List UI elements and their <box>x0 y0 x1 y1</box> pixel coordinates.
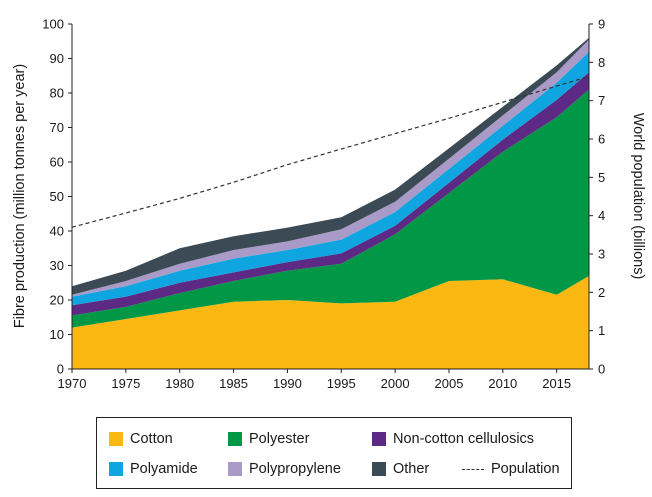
y-tick-label: 70 <box>50 120 64 135</box>
area-polyester <box>72 89 589 328</box>
y-tick-label: 0 <box>57 362 64 377</box>
y-axis-ticks: 0 10 20 30 40 50 60 70 80 90 100 <box>42 17 72 377</box>
y2-tick-label: 1 <box>598 323 605 338</box>
legend-label: Polypropylene <box>249 461 341 477</box>
area-cotton <box>72 275 589 369</box>
x-tick-label: 2000 <box>381 376 410 391</box>
stacked-areas <box>72 37 589 369</box>
y-tick-label: 50 <box>50 189 64 204</box>
legend-swatch-other <box>372 462 386 476</box>
x-tick-label: 2005 <box>435 376 464 391</box>
legend-label: Non-cotton cellulosics <box>393 431 535 447</box>
y-axis-label: Fibre production (million tonnes per yea… <box>12 64 28 328</box>
population-line-group <box>71 75 590 228</box>
legend-swatch-non-cotton-cellulosics <box>372 432 386 446</box>
legend-item-polyester: Polyester <box>228 431 309 447</box>
y-tick-label: 90 <box>50 51 64 66</box>
x-tick-label: 1995 <box>327 376 356 391</box>
y2-axis-ticks: 0 1 2 3 4 5 6 7 8 9 <box>589 17 605 377</box>
y-tick-label: 10 <box>50 327 64 342</box>
y2-tick-label: 0 <box>598 362 605 377</box>
x-tick-label: 1975 <box>111 376 140 391</box>
y2-tick-label: 3 <box>598 247 605 262</box>
legend-item-polypropylene: Polypropylene <box>228 461 341 477</box>
y2-tick-label: 9 <box>598 17 605 32</box>
legend-swatch-polypropylene <box>228 462 242 476</box>
legend-swatch-polyamide <box>109 462 123 476</box>
y-tick-label: 80 <box>50 86 64 101</box>
x-tick-label: 1990 <box>273 376 302 391</box>
x-tick-label: 1985 <box>219 376 248 391</box>
legend-label: Polyester <box>249 431 310 447</box>
legend-item-polyamide: Polyamide <box>109 461 198 477</box>
x-tick-label: 2015 <box>542 376 571 391</box>
y-tick-label: 100 <box>42 17 64 32</box>
y-tick-label: 40 <box>50 224 64 239</box>
legend-item-population: Population <box>462 461 560 477</box>
legend-label: Population <box>491 461 560 477</box>
y2-tick-label: 4 <box>598 208 605 223</box>
legend: Cotton Polyester Non-cotton cellulosics … <box>96 417 572 489</box>
legend-label: Cotton <box>130 431 173 447</box>
y-tick-label: 60 <box>50 155 64 170</box>
legend-swatch-population <box>462 468 484 470</box>
legend-item-other: Other <box>372 461 429 477</box>
x-axis-ticks: 1970 1975 1980 1985 1990 1995 2000 2005 2010 2015 <box>58 369 571 391</box>
y2-tick-label: 6 <box>598 132 605 147</box>
y-tick-label: 20 <box>50 293 64 308</box>
x-tick-label: 2010 <box>488 376 517 391</box>
population-line <box>71 75 590 228</box>
legend-item-cotton: Cotton <box>109 431 173 447</box>
legend-label: Other <box>393 461 430 477</box>
y2-axis-label: World population (billions) <box>630 113 646 280</box>
area-polyamide <box>72 51 589 306</box>
y-tick-label: 30 <box>50 258 64 273</box>
legend-label: Polyamide <box>130 461 198 477</box>
x-tick-label: 1980 <box>165 376 194 391</box>
legend-swatch-polyester <box>228 432 242 446</box>
y2-tick-label: 8 <box>598 55 605 70</box>
legend-swatch-cotton <box>109 432 123 446</box>
y2-tick-label: 5 <box>598 170 605 185</box>
x-tick-label: 1970 <box>58 376 87 391</box>
legend-item-non-cotton-cellulosics: Non-cotton cellulosics <box>372 431 534 447</box>
y2-tick-label: 7 <box>598 93 605 108</box>
y2-tick-label: 2 <box>598 285 605 300</box>
